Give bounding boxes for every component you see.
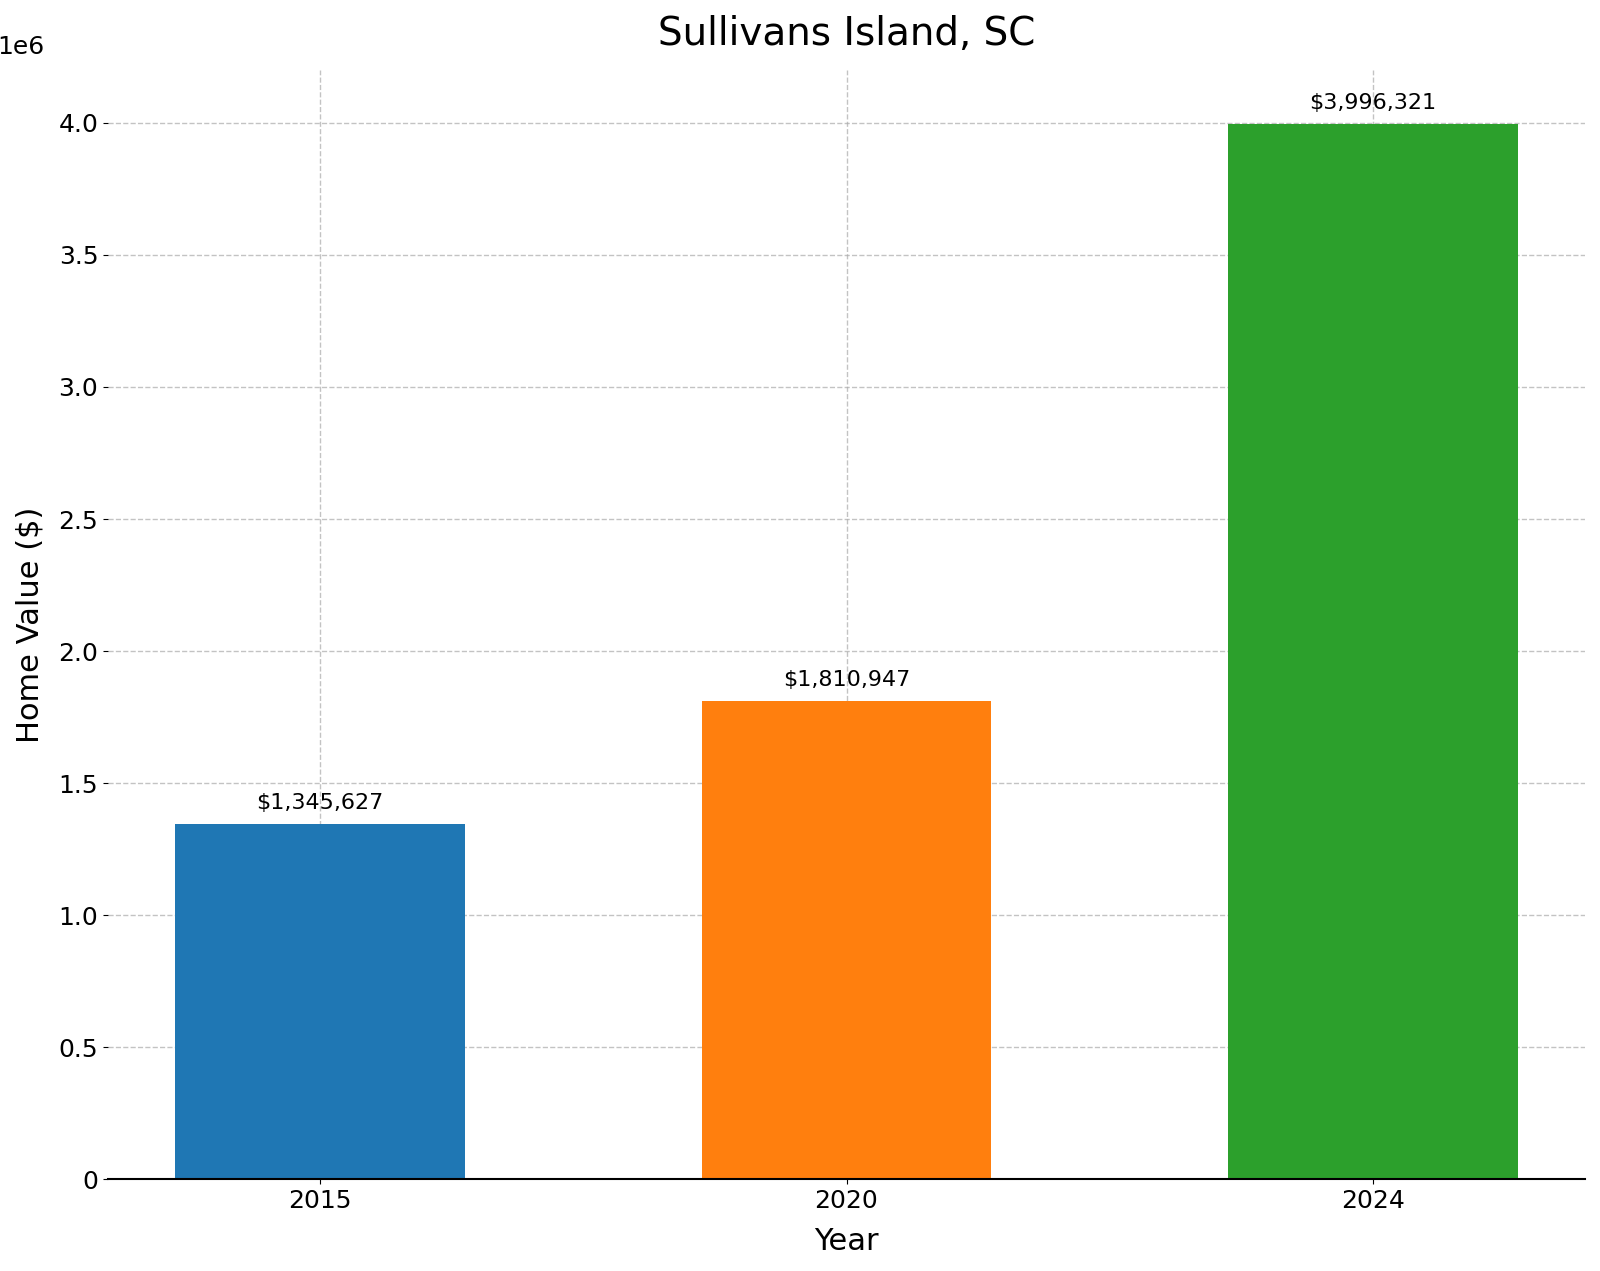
Text: 1e6: 1e6 xyxy=(0,34,45,58)
X-axis label: Year: Year xyxy=(814,1227,878,1256)
Text: $1,810,947: $1,810,947 xyxy=(782,671,910,690)
Y-axis label: Home Value ($): Home Value ($) xyxy=(16,507,45,742)
Bar xyxy=(174,824,464,1179)
Bar xyxy=(702,702,992,1179)
Bar xyxy=(1229,123,1518,1179)
Text: $3,996,321: $3,996,321 xyxy=(1309,93,1437,113)
Title: Sullivans Island, SC: Sullivans Island, SC xyxy=(658,15,1035,53)
Text: $1,345,627: $1,345,627 xyxy=(256,793,384,813)
